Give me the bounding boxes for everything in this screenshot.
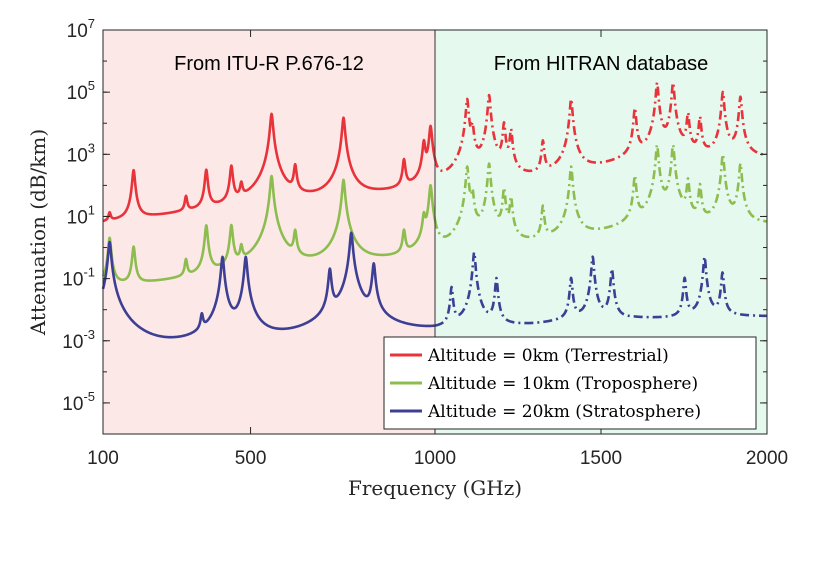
legend-box	[383, 336, 757, 430]
y-axis-label: Attenuation (dB/km)	[26, 129, 50, 336]
y-tick-label: 101	[67, 202, 95, 228]
series-0-hitran-line	[433, 81, 768, 173]
legend-entry-2: Altitude = 20km (Stratosphere)	[427, 402, 701, 422]
x-axis-label: Frequency (GHz)	[348, 476, 522, 500]
legend-entry-1: Altitude = 10km (Troposphere)	[427, 374, 698, 394]
legend-entry-0: Altitude = 0km (Terrestrial)	[427, 346, 669, 366]
x-tick-label: 1500	[580, 448, 622, 469]
y-tick-label: 10-1	[62, 265, 95, 291]
y-tick-label: 10-5	[62, 389, 95, 415]
series-2-hitran-line	[434, 251, 768, 327]
series-1-itu-line	[101, 174, 437, 282]
series-2-itu-line	[101, 231, 436, 339]
x-tick-label: 2000	[746, 448, 788, 469]
x-tick-label: 1000	[414, 448, 456, 469]
y-tick-label: 107	[67, 16, 95, 42]
y-tick-label: 103	[67, 140, 95, 166]
series-0-itu-line	[102, 112, 437, 223]
y-tick-label: 10-3	[62, 327, 95, 353]
y-tick-label: 105	[67, 78, 95, 104]
region-background-0	[103, 30, 435, 434]
curves-layer	[101, 81, 768, 339]
region-label-hitran: From HITRAN database	[494, 53, 709, 75]
region-label-itu: From ITU-R P.676-12	[174, 53, 364, 75]
x-tick-label: 500	[235, 448, 267, 469]
x-tick-label: 100	[87, 448, 119, 469]
ticks-layer: 100 500 1000 1500 2000 10-5 10-3 10-1 101 103 105 1…	[62, 16, 788, 469]
legend: Altitude = 0km (Terrestrial) Altitude = 1…	[383, 336, 757, 430]
